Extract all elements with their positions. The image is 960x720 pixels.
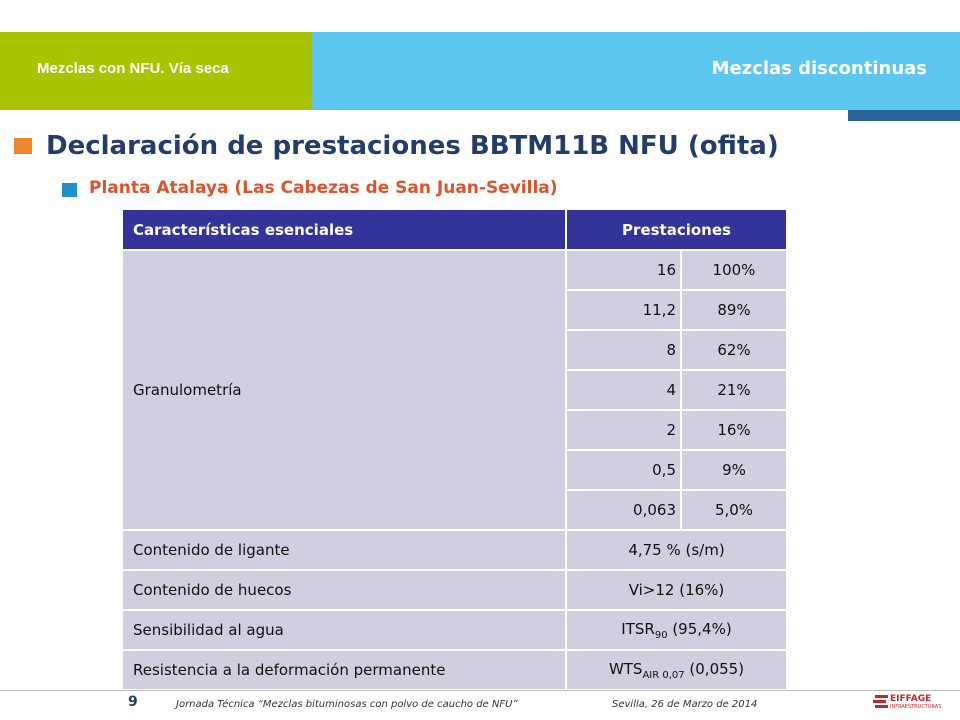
huecos-label: Contenido de huecos [121,569,567,611]
ligante-label: Contenido de ligante [121,529,567,571]
agua-value: ITSR90 (95,4%) [565,609,788,651]
deformacion-value: WTSAIR 0,07 (0,055) [565,649,788,691]
huecos-value: Vi>12 (16%) [565,569,788,611]
header-section-left: Mezclas con NFU. Vía seca [0,32,312,110]
page-number: 9 [128,694,138,710]
table-row: Sensibilidad al agua ITSR90 (95,4%) [121,609,788,651]
footer-event: Jornada Técnica “Mezclas bituminosas con… [176,699,518,710]
agua-value-sub: 90 [654,629,668,641]
logo-text: EIFFAGE [890,694,932,704]
agua-value-rest: (95,4%) [667,619,732,638]
deformacion-label: Resistencia a la deformación permanente [121,649,567,691]
sieve-size: 2 [565,409,682,451]
passing-percent: 16% [680,409,788,451]
table-row: 0,063 5,0% [122,489,788,531]
table-row: 11,2 89% [122,289,788,331]
table-row: Contenido de huecos Vi>12 (16%) [121,569,788,611]
sieve-size: 0,063 [565,489,682,531]
header-prestaciones: Prestaciones [565,208,788,251]
ligante-value: 4,75 % (s/m) [565,529,788,571]
agua-label: Sensibilidad al agua [121,609,567,651]
table-row: 4 21% [122,369,788,411]
sieve-size: 11,2 [565,289,682,331]
title-bullet-icon [14,138,32,154]
eiffage-logo-icon [873,695,888,708]
passing-percent: 5,0% [680,489,788,531]
table-row: 2 16% [122,409,788,451]
agua-value-main: ITSR [621,619,655,638]
deformacion-value-sub: AIR 0,07 [642,669,685,681]
table-row: Resistencia a la deformación permanente … [121,649,788,691]
header-caracteristicas: Características esenciales [121,208,567,251]
deformacion-value-main: WTS [608,659,643,678]
granulometria-label: Granulometría [121,249,567,531]
table-header-row: Características esenciales Prestaciones [121,208,788,251]
passing-percent: 9% [680,449,788,491]
footer-divider [0,690,960,691]
page-subtitle: Planta Atalaya (Las Cabezas de San Juan-… [89,178,558,198]
logo-subtext: INFRAESTRUCTURAS [890,704,942,710]
header-left-label: Mezclas con NFU. Vía seca [37,60,229,77]
sieve-size: 0,5 [565,449,682,491]
header-accent-stripe [848,110,960,121]
footer-place-date: Sevilla, 26 de Marzo de 2014 [612,699,758,710]
sieve-size: 16 [565,249,682,291]
table-row: Granulometría 16 100% [121,249,788,531]
page-title: Declaración de prestaciones BBTM11B NFU … [46,131,779,161]
table-row: 0,5 9% [122,449,788,491]
deformacion-value-rest: (0,055) [684,659,745,678]
sieve-size: 4 [565,369,682,411]
sieve-size: 8 [565,329,682,371]
passing-percent: 100% [680,249,788,291]
passing-percent: 62% [680,329,788,371]
passing-percent: 21% [680,369,788,411]
passing-percent: 89% [680,289,788,331]
table-row: Contenido de ligante 4,75 % (s/m) [121,529,788,571]
subtitle-bullet-icon [62,183,77,197]
performance-table: Características esenciales Prestaciones … [121,208,788,691]
table-row: 8 62% [122,329,788,371]
header-right-label: Mezclas discontinuas [711,58,927,79]
header-section-right: Mezclas discontinuas [312,32,960,110]
